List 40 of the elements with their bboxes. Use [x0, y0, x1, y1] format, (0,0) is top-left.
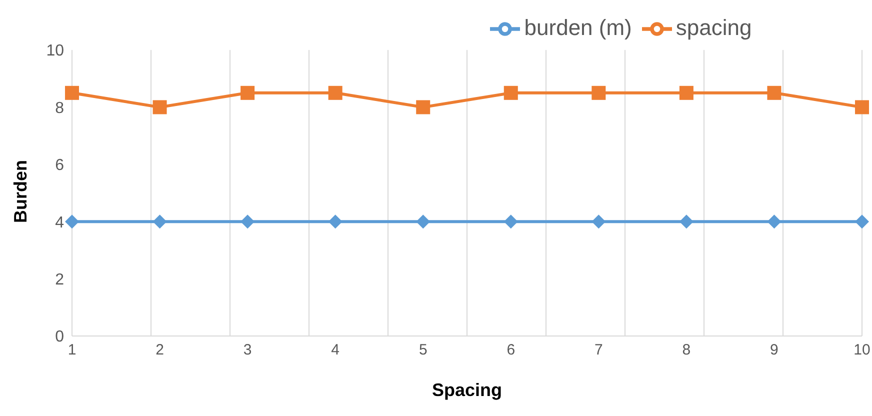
x-tick-label: 8: [682, 342, 691, 359]
point: [679, 86, 694, 100]
x-tick-label: 2: [156, 342, 164, 359]
point: [855, 214, 869, 229]
y-tick-label: 0: [55, 328, 64, 346]
point: [152, 100, 167, 114]
point: [240, 86, 255, 100]
point: [65, 86, 79, 100]
y-tick-label: 2: [55, 271, 64, 288]
legend-label: spacing: [676, 14, 752, 40]
point: [416, 100, 430, 114]
point: [592, 86, 606, 100]
y-axis-title: Burden: [10, 160, 30, 223]
x-tick-label: 7: [594, 342, 603, 359]
point: [416, 214, 430, 229]
y-tick-label: 6: [55, 157, 64, 174]
y-tick-label: 10: [46, 42, 64, 60]
point: [328, 86, 342, 100]
point: [152, 214, 167, 229]
x-tick-label: 9: [770, 342, 778, 359]
point: [592, 214, 606, 229]
point: [504, 214, 518, 229]
y-tick-label: 8: [55, 100, 64, 117]
point: [767, 86, 782, 100]
x-axis-title: Spacing: [432, 380, 502, 400]
legend-label: burden (m): [524, 14, 632, 40]
x-tick-label: 3: [243, 342, 252, 359]
point: [679, 214, 694, 229]
point: [240, 214, 255, 229]
x-tick-label: 4: [331, 342, 340, 359]
x-tick-label: 1: [68, 342, 76, 359]
y-tick-label: 4: [55, 214, 64, 232]
point: [767, 214, 782, 229]
point: [504, 86, 518, 100]
x-tick-label: 5: [418, 342, 428, 359]
point: [65, 214, 79, 229]
x-tick-label: 6: [506, 342, 516, 359]
x-tick-label: 10: [854, 342, 870, 359]
point: [855, 100, 869, 114]
point: [328, 214, 342, 229]
